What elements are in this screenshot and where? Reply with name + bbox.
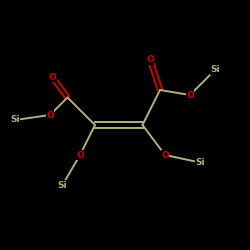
Text: O: O — [186, 90, 194, 100]
Text: O: O — [76, 150, 84, 160]
Text: Si: Si — [10, 116, 20, 124]
Text: O: O — [161, 150, 169, 160]
Text: Si: Si — [210, 66, 220, 74]
Text: O: O — [46, 110, 54, 120]
Text: O: O — [146, 56, 154, 64]
Text: Si: Si — [58, 180, 67, 190]
Text: O: O — [48, 73, 56, 82]
Text: Si: Si — [195, 158, 205, 167]
